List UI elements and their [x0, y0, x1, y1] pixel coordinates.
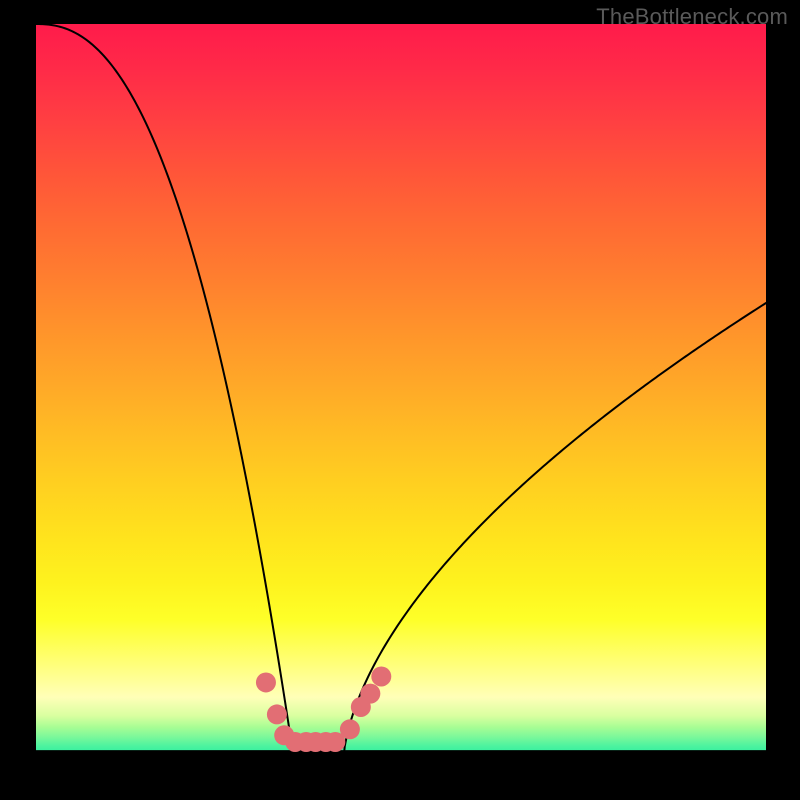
data-marker [371, 666, 391, 686]
data-marker [340, 719, 360, 739]
data-markers [256, 666, 391, 751]
bottleneck-curve-path [36, 24, 766, 768]
bottom-band [36, 750, 766, 770]
data-marker [360, 684, 380, 704]
bottleneck-curve [36, 24, 766, 768]
chart-stage: TheBottleneck.com [0, 0, 800, 800]
chart-overlay [0, 0, 800, 800]
watermark-text: TheBottleneck.com [596, 4, 788, 30]
data-marker [267, 704, 287, 724]
data-marker [256, 672, 276, 692]
